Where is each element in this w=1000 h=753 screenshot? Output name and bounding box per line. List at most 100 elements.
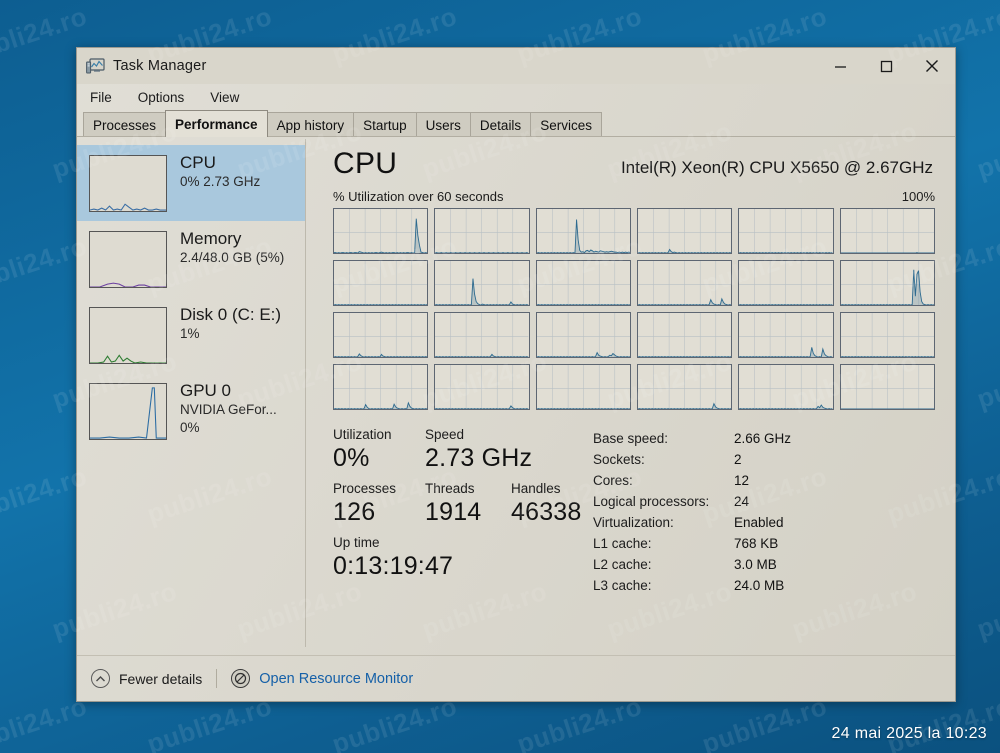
window-footer: Fewer details Open Resource Monitor: [77, 655, 955, 701]
core-graph[interactable]: [333, 208, 429, 254]
sidebar-item-cpu[interactable]: CPU 0% 2.73 GHz: [77, 145, 306, 221]
core-graph[interactable]: [839, 312, 935, 358]
tab-users[interactable]: Users: [415, 112, 471, 137]
sidebar-gpu-usage: 0%: [180, 419, 200, 435]
graph-caption-row: % Utilization over 60 seconds 100%: [333, 189, 935, 204]
core-graph[interactable]: [738, 208, 834, 254]
spec-row: L1 cache: 768 KB: [593, 533, 791, 554]
tab-services[interactable]: Services: [530, 112, 602, 137]
stat-row-2: Processes 126 Threads 1914 Handles 46338: [333, 480, 591, 527]
core-graph[interactable]: [333, 260, 429, 306]
chevron-up-icon: [91, 669, 110, 688]
spec-row: Virtualization: Enabled: [593, 512, 791, 533]
core-graph[interactable]: [535, 364, 631, 410]
spec-value: 24.0 MB: [734, 578, 785, 593]
core-graph[interactable]: [637, 208, 733, 254]
menu-bar: File Options View: [77, 84, 955, 110]
core-graph[interactable]: [738, 260, 834, 306]
spec-key: Virtualization:: [593, 515, 674, 530]
minimize-button[interactable]: [817, 48, 863, 84]
menu-item-file[interactable]: File: [90, 89, 112, 105]
sidebar-item-disk[interactable]: Disk 0 (C: E:) 1%: [77, 297, 306, 373]
resource-monitor-icon: [231, 669, 251, 688]
desktop-clock: 24 mai 2025 la 10:23: [831, 725, 987, 742]
logical-processor-grid[interactable]: [333, 208, 935, 410]
footer-divider: [216, 669, 218, 688]
core-graph[interactable]: [637, 312, 733, 358]
tab-details[interactable]: Details: [469, 112, 532, 137]
spec-key: L2 cache:: [593, 557, 652, 572]
stat-utilization: Utilization 0%: [333, 426, 425, 473]
spec-row: L2 cache: 3.0 MB: [593, 554, 791, 575]
maximize-icon: [880, 60, 892, 72]
core-graph[interactable]: [637, 364, 733, 410]
spec-key: L1 cache:: [593, 536, 652, 551]
core-graph[interactable]: [434, 312, 530, 358]
core-graph[interactable]: [535, 312, 631, 358]
sidebar-gpu-title: GPU 0: [180, 381, 232, 400]
spec-row: Sockets: 2: [593, 449, 791, 470]
tab-app-history[interactable]: App history: [266, 112, 355, 137]
close-icon: [926, 60, 938, 72]
stat-row-1: Utilization 0% Speed 2.73 GHz: [333, 426, 591, 473]
spec-key: Logical processors:: [593, 494, 710, 509]
core-graph[interactable]: [738, 312, 834, 358]
menu-item-view[interactable]: View: [210, 89, 240, 105]
sidebar-memory-subtitle: 2.4/48.0 GB (5%): [180, 250, 285, 266]
disk-thumbnail-graph: [89, 307, 167, 364]
spec-value: Enabled: [734, 515, 784, 530]
specs-list: Base speed: 2.66 GHz Sockets: 2 Cores: 12 Logi…: [591, 426, 791, 655]
stat-row-3: Up time 0:13:19:47: [333, 534, 591, 581]
tab-processes[interactable]: Processes: [83, 112, 167, 137]
spec-row: Base speed: 2.66 GHz: [593, 428, 791, 449]
sidebar-cpu-subtitle: 0% 2.73 GHz: [180, 174, 261, 190]
spec-key: L3 cache:: [593, 578, 652, 593]
close-button[interactable]: [909, 48, 955, 84]
maximize-button[interactable]: [863, 48, 909, 84]
task-manager-icon: [86, 57, 105, 75]
sidebar-item-memory[interactable]: Memory 2.4/48.0 GB (5%): [77, 221, 306, 297]
stat-threads-value: 1914: [425, 498, 482, 527]
spec-value: 768 KB: [734, 536, 779, 551]
core-graph[interactable]: [333, 364, 429, 410]
core-graph[interactable]: [637, 260, 733, 306]
stat-processes-value: 126: [333, 498, 376, 527]
core-graph[interactable]: [434, 260, 530, 306]
minimize-icon: [834, 65, 846, 68]
core-graph[interactable]: [333, 312, 429, 358]
sidebar-item-gpu[interactable]: GPU 0 NVIDIA GeFor... 0%: [77, 373, 306, 449]
tab-startup[interactable]: Startup: [353, 112, 417, 137]
stat-speed-value: 2.73 GHz: [425, 444, 533, 473]
stat-threads: Threads 1914: [425, 480, 511, 527]
stat-handles-value: 46338: [511, 498, 582, 527]
spec-value: 2: [734, 452, 742, 467]
memory-thumbnail-graph: [89, 231, 167, 288]
stat-threads-label: Threads: [425, 480, 475, 496]
core-graph[interactable]: [535, 260, 631, 306]
stat-speed: Speed 2.73 GHz: [425, 426, 532, 473]
performance-panel: CPU Intel(R) Xeon(R) CPU X5650 @ 2.67GHz…: [306, 137, 955, 655]
core-graph[interactable]: [434, 208, 530, 254]
tab-performance[interactable]: Performance: [165, 110, 268, 137]
stats-left-column: Utilization 0% Speed 2.73 GHz Processes: [333, 426, 591, 655]
spec-key: Base speed:: [593, 431, 669, 446]
core-graph[interactable]: [535, 208, 631, 254]
open-resource-monitor-button[interactable]: Open Resource Monitor: [231, 669, 413, 688]
spec-row: Logical processors: 24: [593, 491, 791, 512]
sidebar-cpu-title: CPU: [180, 153, 216, 172]
core-graph[interactable]: [738, 364, 834, 410]
page-title: CPU: [333, 147, 398, 180]
menu-item-options[interactable]: Options: [137, 89, 185, 105]
stat-utilization-label: Utilization: [333, 427, 392, 442]
fewer-details-button[interactable]: Fewer details: [91, 669, 202, 688]
open-resource-monitor-label: Open Resource Monitor: [259, 670, 414, 687]
spec-value: 24: [734, 494, 750, 509]
stat-speed-label: Speed: [425, 427, 465, 442]
core-graph[interactable]: [839, 208, 935, 254]
spec-row: Cores: 12: [593, 470, 791, 491]
core-graph[interactable]: [839, 364, 935, 410]
core-graph[interactable]: [434, 364, 530, 410]
core-graph[interactable]: [839, 260, 935, 306]
stat-processes-label: Processes: [333, 480, 397, 496]
